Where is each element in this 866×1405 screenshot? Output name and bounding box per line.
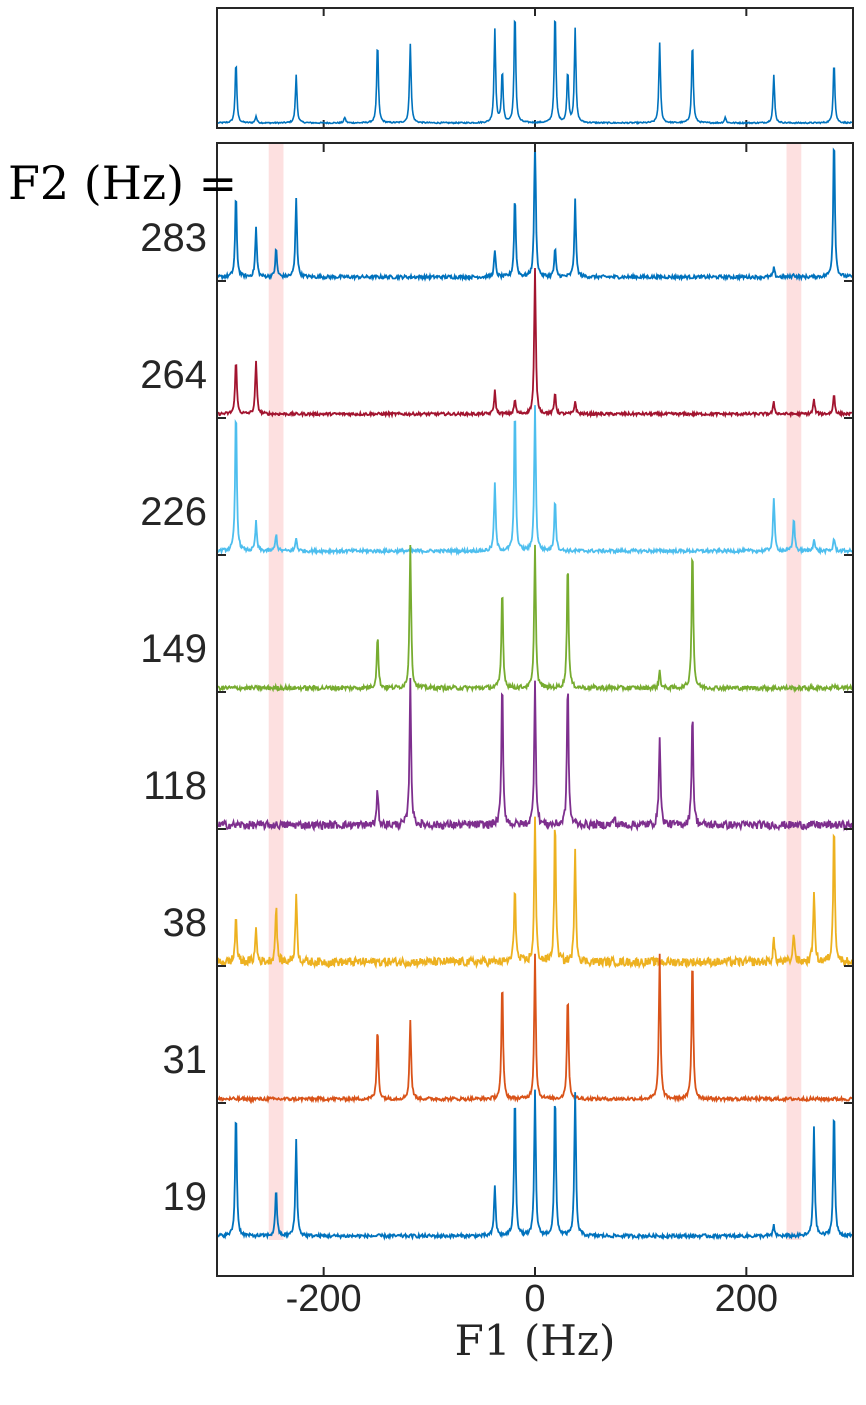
f2-label: F2 (Hz) =	[8, 156, 237, 210]
top-panel-ticks	[322, 8, 748, 128]
x-axis-title: F1 (Hz)	[455, 1316, 616, 1365]
x-tick-label--200: -200	[286, 1278, 362, 1320]
main-panel-ticks	[322, 143, 748, 1276]
series-line-19	[217, 1089, 853, 1241]
stacked-spectra	[217, 143, 853, 1241]
main-panel	[216, 142, 854, 1277]
row-label-31: 31	[163, 1038, 208, 1082]
series-line-264	[217, 268, 853, 419]
row-label-118: 118	[143, 764, 207, 808]
row-label-19: 19	[163, 1175, 208, 1219]
row-label-264: 264	[140, 353, 207, 397]
highlight-bands	[268, 144, 802, 1240]
top-panel-spectrum	[217, 19, 853, 126]
row-label-226: 226	[140, 490, 207, 534]
series-line-38	[217, 816, 853, 970]
highlight-band-2	[786, 144, 802, 1240]
top-panel-frame	[216, 7, 854, 129]
row-divider-ticks	[217, 280, 853, 1104]
top-spectrum-line	[217, 19, 853, 126]
series-line-149	[217, 544, 853, 694]
row-label-38: 38	[163, 901, 208, 945]
row-labels: 283 264 226 149 118 38 31 19	[140, 216, 207, 1219]
row-label-283: 283	[140, 216, 207, 260]
x-tick-label-0: 0	[524, 1278, 545, 1320]
series-line-118	[217, 677, 853, 832]
row-label-149: 149	[140, 627, 207, 671]
highlight-band-1	[268, 144, 284, 1240]
series-line-283	[217, 143, 853, 283]
series-line-226	[217, 405, 853, 557]
top-panel	[216, 7, 854, 129]
series-line-31	[217, 953, 853, 1105]
x-tick-label-200: 200	[715, 1278, 778, 1320]
x-tick-labels: -200 0 200	[286, 1278, 778, 1320]
